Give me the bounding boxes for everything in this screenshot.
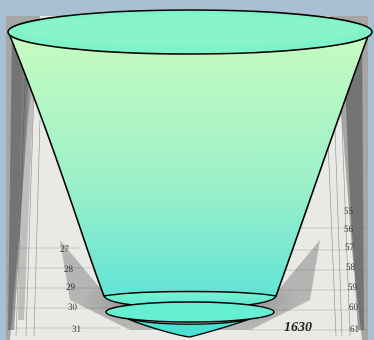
left-scale-number: 29: [66, 282, 76, 292]
right-scale-number: 57: [345, 242, 355, 252]
cup-bottom-point: [127, 318, 251, 338]
right-scale-number: 61: [350, 324, 359, 334]
right-scale: 55 56 57 58 59 60 61: [344, 206, 359, 334]
cup-base-ring: [105, 301, 275, 323]
right-scale-number: 58: [346, 262, 356, 272]
left-scale-number: 31: [72, 324, 81, 334]
left-scale: 27 28 29 30 31: [60, 244, 81, 334]
cup-top-highlight: [20, 14, 360, 46]
left-scale-number: 28: [64, 264, 74, 274]
figure-label: 1630: [284, 320, 312, 335]
left-scale-number: 30: [68, 302, 78, 312]
right-scale-number: 59: [348, 282, 358, 292]
right-scale-number: 60: [349, 302, 359, 312]
left-scale-number: 27: [60, 244, 70, 254]
right-scale-number: 56: [344, 224, 354, 234]
right-scale-number: 55: [344, 206, 354, 216]
